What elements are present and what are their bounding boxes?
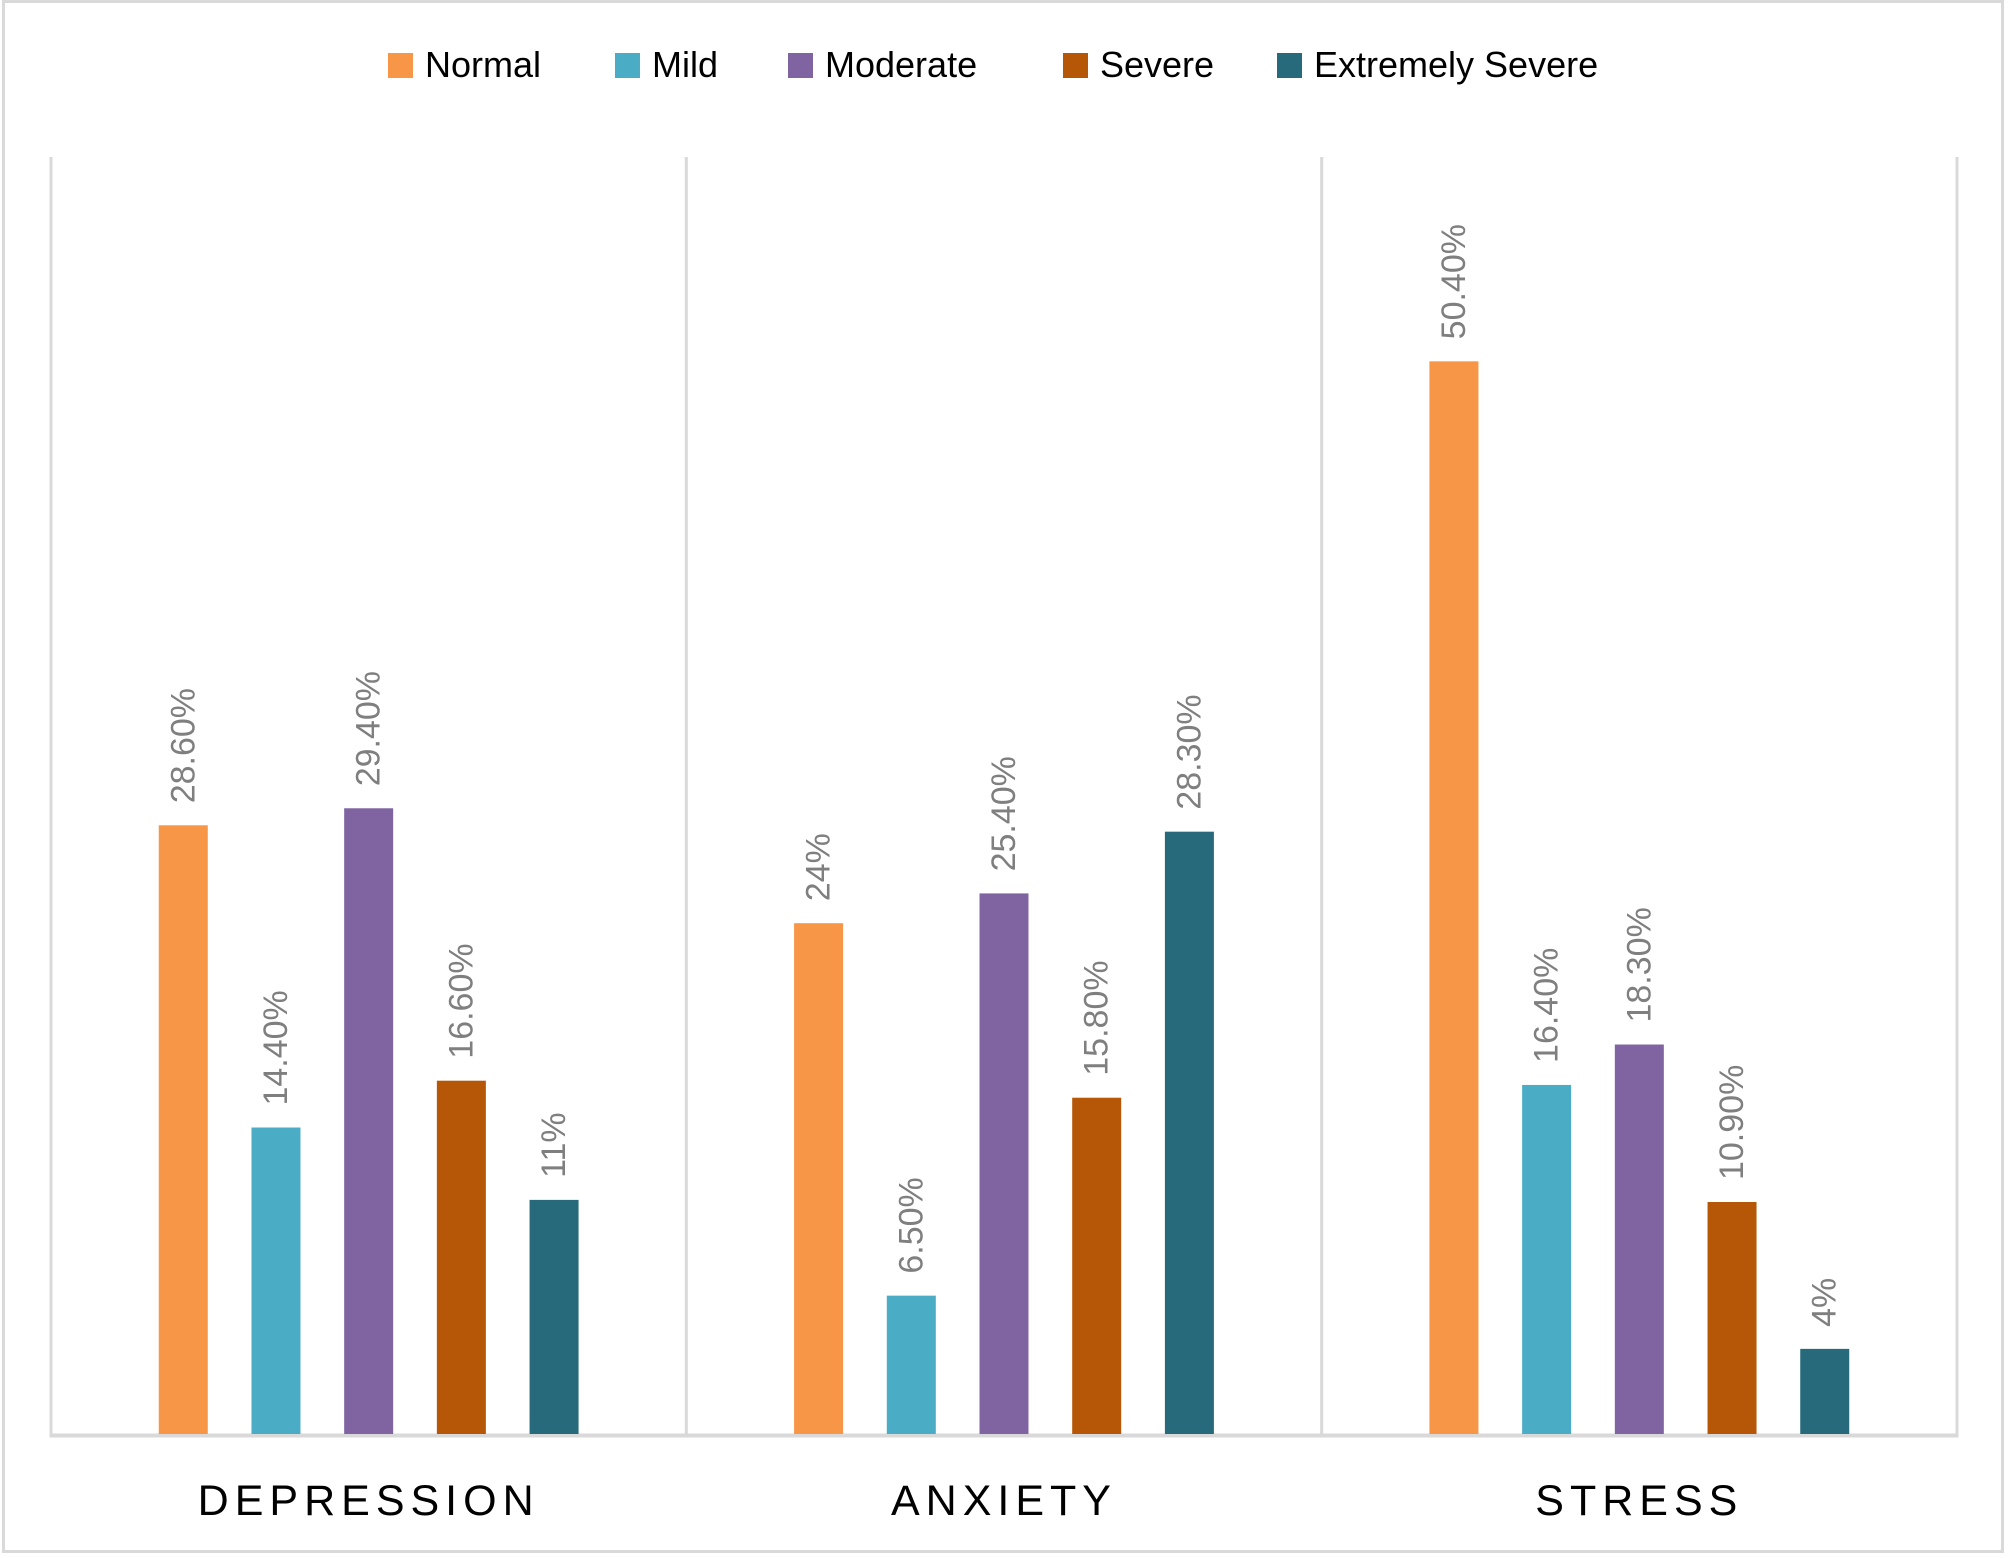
- bar-stress-moderate: [1614, 1044, 1664, 1434]
- legend-label-mild: Mild: [652, 44, 719, 85]
- legend-label-moderate: Moderate: [825, 44, 978, 85]
- data-label-stress-extremely-severe: 4%: [1806, 1278, 1844, 1327]
- legend-label-severe: Severe: [1100, 44, 1215, 85]
- legend-label-normal: Normal: [425, 44, 542, 85]
- category-label-depression: DEPRESSION: [198, 1477, 540, 1525]
- bar-stress-normal: [1429, 361, 1479, 1434]
- bar-depression-moderate: [344, 808, 394, 1434]
- legend-item-normal: Normal: [388, 40, 541, 90]
- data-label-anxiety-extremely-severe: 28.30%: [1170, 694, 1208, 809]
- bar-stress-severe: [1707, 1202, 1757, 1434]
- legend-swatch-moderate: [788, 52, 813, 78]
- data-label-stress-moderate: 18.30%: [1620, 907, 1658, 1022]
- data-label-anxiety-normal: 24%: [800, 833, 838, 901]
- legend-item-extremely-severe: Extremely Severe: [1277, 40, 1598, 90]
- bar-anxiety-severe: [1072, 1097, 1122, 1434]
- data-label-stress-severe: 10.90%: [1713, 1065, 1751, 1180]
- data-labels: 28.60% 14.40% 29.40% 16.60% 11% 24% 6.50% 25.40…: [164, 224, 1843, 1327]
- legend: Normal Mild Moderate Severe Extremely Se…: [0, 40, 2008, 90]
- category-labels: DEPRESSION ANXIETY STRESS: [198, 1477, 1743, 1525]
- data-label-depression-extremely-severe: 11%: [535, 1112, 573, 1178]
- bar-anxiety-normal: [794, 923, 844, 1434]
- bar-depression-extremely-severe: [529, 1199, 579, 1434]
- bar-anxiety-mild: [886, 1295, 936, 1434]
- legend-item-moderate: Moderate: [788, 40, 977, 90]
- bar-anxiety-extremely-severe: [1164, 831, 1214, 1434]
- data-label-depression-severe: 16.60%: [442, 943, 480, 1058]
- bar-stress-extremely-severe: [1800, 1348, 1850, 1434]
- data-label-anxiety-moderate: 25.40%: [985, 756, 1023, 871]
- category-label-anxiety: ANXIETY: [891, 1477, 1117, 1525]
- data-label-depression-moderate: 29.40%: [350, 671, 388, 786]
- bar-depression-severe: [436, 1080, 486, 1434]
- legend-item-mild: Mild: [615, 40, 718, 90]
- data-label-stress-normal: 50.40%: [1435, 224, 1473, 339]
- legend-swatch-severe: [1063, 52, 1088, 78]
- legend-swatch-extremely-severe: [1277, 52, 1302, 78]
- bar-anxiety-moderate: [979, 893, 1029, 1434]
- data-label-anxiety-severe: 15.80%: [1078, 960, 1116, 1075]
- data-label-anxiety-mild: 6.50%: [892, 1177, 930, 1273]
- bar-stress-mild: [1522, 1084, 1572, 1434]
- bars: [158, 361, 1850, 1434]
- legend-swatch-mild: [615, 52, 640, 78]
- bar-depression-mild: [251, 1127, 301, 1434]
- category-label-stress: STRESS: [1535, 1477, 1743, 1525]
- legend-item-severe: Severe: [1063, 40, 1214, 90]
- data-label-depression-mild: 14.40%: [257, 990, 295, 1105]
- data-label-stress-mild: 16.40%: [1528, 948, 1566, 1063]
- legend-label-extremely-severe: Extremely Severe: [1314, 44, 1599, 85]
- legend-swatch-normal: [388, 52, 413, 78]
- plot-lines: [49, 157, 1959, 1438]
- bar-depression-normal: [158, 825, 208, 1434]
- data-label-depression-normal: 28.60%: [164, 688, 202, 803]
